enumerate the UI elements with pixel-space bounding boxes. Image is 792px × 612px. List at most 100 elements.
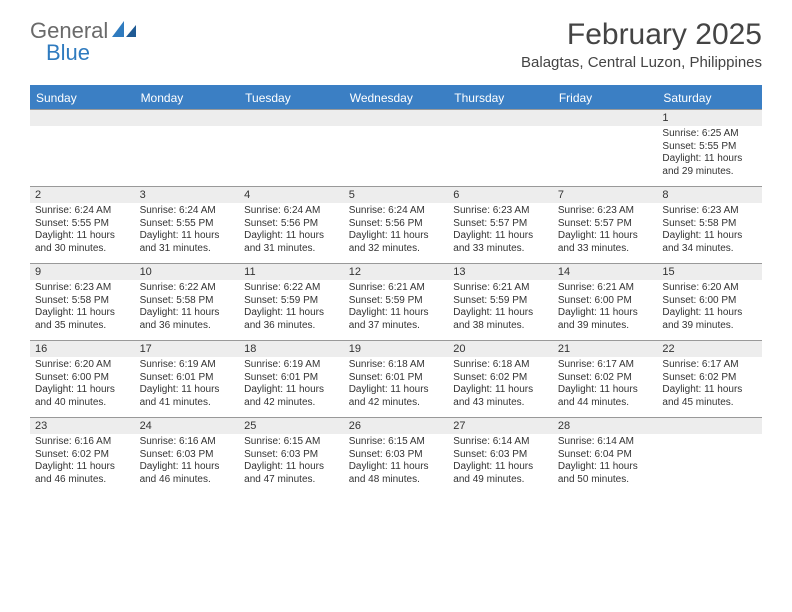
- day-number-cell: [553, 109, 658, 126]
- daylight-text: Daylight: 11 hours and 37 minutes.: [349, 307, 444, 332]
- day-number-cell: 12: [344, 263, 449, 280]
- day-number-cell: 22: [657, 340, 762, 357]
- sunrise-text: Sunrise: 6:15 AM: [349, 436, 444, 449]
- sunset-text: Sunset: 6:01 PM: [349, 372, 444, 385]
- day-content-cell: Sunrise: 6:24 AMSunset: 5:55 PMDaylight:…: [135, 203, 240, 263]
- day-number-cell: [30, 109, 135, 126]
- daylight-text: Daylight: 11 hours and 33 minutes.: [453, 230, 548, 255]
- sunrise-text: Sunrise: 6:22 AM: [140, 282, 235, 295]
- day-content-cell: Sunrise: 6:19 AMSunset: 6:01 PMDaylight:…: [135, 357, 240, 417]
- day-content-cell: Sunrise: 6:16 AMSunset: 6:02 PMDaylight:…: [30, 434, 135, 494]
- daylight-text: Daylight: 11 hours and 39 minutes.: [662, 307, 757, 332]
- sunrise-text: Sunrise: 6:21 AM: [558, 282, 653, 295]
- sunrise-text: Sunrise: 6:17 AM: [558, 359, 653, 372]
- day-content-cell: Sunrise: 6:15 AMSunset: 6:03 PMDaylight:…: [344, 434, 449, 494]
- day-content-cell: [344, 126, 449, 186]
- day-number-cell: 6: [448, 186, 553, 203]
- daylight-text: Daylight: 11 hours and 42 minutes.: [244, 384, 339, 409]
- sunrise-text: Sunrise: 6:18 AM: [349, 359, 444, 372]
- daylight-text: Daylight: 11 hours and 32 minutes.: [349, 230, 444, 255]
- sunset-text: Sunset: 6:02 PM: [558, 372, 653, 385]
- daynum-row: 232425262728: [30, 417, 762, 434]
- daynum-row: 2345678: [30, 186, 762, 203]
- header: General Blue February 2025 Balagtas, Cen…: [0, 0, 792, 77]
- day-number-cell: 13: [448, 263, 553, 280]
- day-content-cell: [239, 126, 344, 186]
- dow-cell: Friday: [553, 87, 658, 109]
- sunrise-text: Sunrise: 6:23 AM: [35, 282, 130, 295]
- daylight-text: Daylight: 11 hours and 49 minutes.: [453, 461, 548, 486]
- sunrise-text: Sunrise: 6:17 AM: [662, 359, 757, 372]
- day-content-cell: Sunrise: 6:18 AMSunset: 6:02 PMDaylight:…: [448, 357, 553, 417]
- daylight-text: Daylight: 11 hours and 36 minutes.: [244, 307, 339, 332]
- day-number-cell: 14: [553, 263, 658, 280]
- day-content-cell: Sunrise: 6:22 AMSunset: 5:59 PMDaylight:…: [239, 280, 344, 340]
- content-row: Sunrise: 6:20 AMSunset: 6:00 PMDaylight:…: [30, 357, 762, 417]
- day-content-cell: Sunrise: 6:14 AMSunset: 6:04 PMDaylight:…: [553, 434, 658, 494]
- day-number-cell: 11: [239, 263, 344, 280]
- day-content-cell: [553, 126, 658, 186]
- day-number-cell: 5: [344, 186, 449, 203]
- day-number-cell: 16: [30, 340, 135, 357]
- day-number-cell: 19: [344, 340, 449, 357]
- sail-icon: [112, 19, 138, 44]
- day-content-cell: [30, 126, 135, 186]
- sunset-text: Sunset: 6:03 PM: [244, 449, 339, 462]
- sunset-text: Sunset: 5:55 PM: [140, 218, 235, 231]
- daylight-text: Daylight: 11 hours and 46 minutes.: [140, 461, 235, 486]
- daylight-text: Daylight: 11 hours and 47 minutes.: [244, 461, 339, 486]
- sunset-text: Sunset: 5:59 PM: [453, 295, 548, 308]
- day-number-cell: 2: [30, 186, 135, 203]
- day-number-cell: 18: [239, 340, 344, 357]
- day-content-cell: Sunrise: 6:21 AMSunset: 5:59 PMDaylight:…: [344, 280, 449, 340]
- content-row: Sunrise: 6:16 AMSunset: 6:02 PMDaylight:…: [30, 434, 762, 494]
- day-number-cell: 9: [30, 263, 135, 280]
- day-content-cell: Sunrise: 6:16 AMSunset: 6:03 PMDaylight:…: [135, 434, 240, 494]
- day-of-week-header: SundayMondayTuesdayWednesdayThursdayFrid…: [30, 87, 762, 109]
- day-content-cell: Sunrise: 6:20 AMSunset: 6:00 PMDaylight:…: [30, 357, 135, 417]
- sunrise-text: Sunrise: 6:14 AM: [453, 436, 548, 449]
- sunset-text: Sunset: 6:03 PM: [140, 449, 235, 462]
- dow-cell: Saturday: [657, 87, 762, 109]
- sunrise-text: Sunrise: 6:25 AM: [662, 128, 757, 141]
- day-content-cell: Sunrise: 6:23 AMSunset: 5:57 PMDaylight:…: [553, 203, 658, 263]
- sunrise-text: Sunrise: 6:14 AM: [558, 436, 653, 449]
- sunrise-text: Sunrise: 6:21 AM: [349, 282, 444, 295]
- day-content-cell: Sunrise: 6:21 AMSunset: 5:59 PMDaylight:…: [448, 280, 553, 340]
- content-row: Sunrise: 6:24 AM Sunset: 5:55 PM Daylight:…: [30, 203, 762, 263]
- daylight-text: Daylight: 11 hours and 50 minutes.: [558, 461, 653, 486]
- daylight-text: Daylight: 11 hours and 45 minutes.: [662, 384, 757, 409]
- day-content-cell: Sunrise: 6:14 AMSunset: 6:03 PMDaylight:…: [448, 434, 553, 494]
- daylight-text: Daylight: 11 hours and 42 minutes.: [349, 384, 444, 409]
- dow-cell: Monday: [135, 87, 240, 109]
- day-content-cell: Sunrise: 6:21 AMSunset: 6:00 PMDaylight:…: [553, 280, 658, 340]
- sunrise-text: Sunrise: 6:23 AM: [662, 205, 757, 218]
- sunrise-text: Sunrise: 6:24 AM: [244, 205, 339, 218]
- sunset-text: Sunset: 5:55 PM: [35, 218, 130, 231]
- sunrise-text: Sunrise: 6:21 AM: [453, 282, 548, 295]
- dow-cell: Wednesday: [344, 87, 449, 109]
- daylight-text: Daylight: 11 hours and 34 minutes.: [662, 230, 757, 255]
- sunset-text: Sunset: 5:58 PM: [140, 295, 235, 308]
- day-content-cell: Sunrise: 6:15 AMSunset: 6:03 PMDaylight:…: [239, 434, 344, 494]
- location: Balagtas, Central Luzon, Philippines: [521, 54, 762, 71]
- logo-text-blue: Blue: [46, 40, 90, 66]
- content-row: Sunrise: 6:23 AM Sunset: 5:58 PM Daylight:…: [30, 280, 762, 340]
- daylight-text: Daylight: 11 hours and 38 minutes.: [453, 307, 548, 332]
- daylight-text: Daylight: 11 hours and 48 minutes.: [349, 461, 444, 486]
- sunrise-text: Sunrise: 6:24 AM: [349, 205, 444, 218]
- sunrise-text: Sunrise: 6:20 AM: [662, 282, 757, 295]
- day-number-cell: 27: [448, 417, 553, 434]
- day-content-cell: Sunrise: 6:24 AMSunset: 5:56 PMDaylight:…: [239, 203, 344, 263]
- sunset-text: Sunset: 5:55 PM: [662, 141, 757, 154]
- daylight-text: Daylight: 11 hours and 29 minutes.: [662, 153, 757, 178]
- day-content-cell: Sunrise: 6:19 AMSunset: 6:01 PMDaylight:…: [239, 357, 344, 417]
- day-number-cell: 26: [344, 417, 449, 434]
- sunrise-text: Sunrise: 6:18 AM: [453, 359, 548, 372]
- day-content-cell: Sunrise: 6:20 AMSunset: 6:00 PMDaylight:…: [657, 280, 762, 340]
- logo: General Blue: [30, 18, 138, 44]
- day-content-cell: Sunrise: 6:23 AMSunset: 5:57 PMDaylight:…: [448, 203, 553, 263]
- sunset-text: Sunset: 6:02 PM: [35, 449, 130, 462]
- day-number-cell: 24: [135, 417, 240, 434]
- day-number-cell: 17: [135, 340, 240, 357]
